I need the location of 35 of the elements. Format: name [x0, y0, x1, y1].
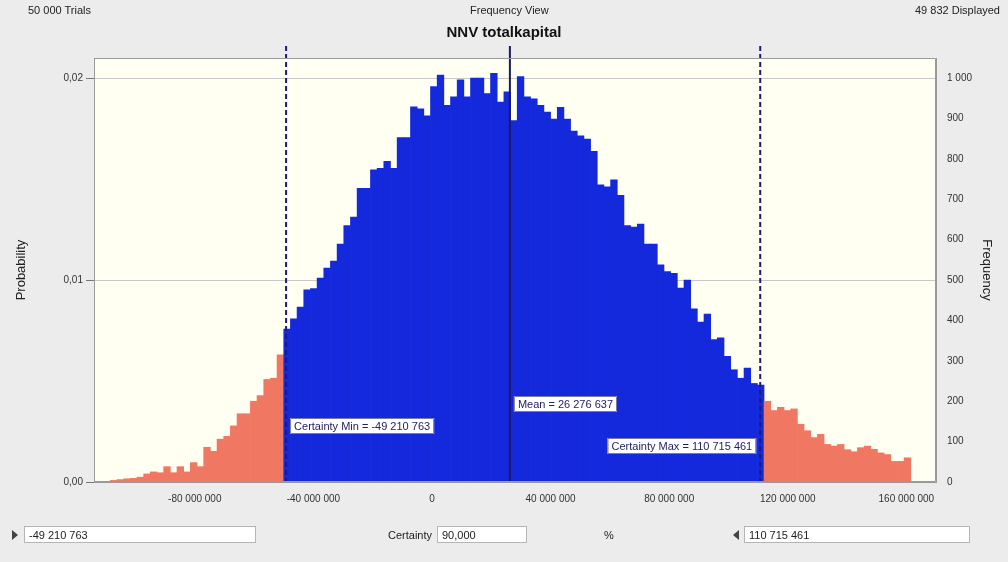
y2-tick-label: 300 [947, 354, 965, 366]
chart-title: NNV totalkapital [446, 23, 562, 41]
y2-tick-label: 1 000 [947, 71, 973, 83]
text: 50 000 Trials [28, 4, 91, 16]
y-tick-label: 0,01 [63, 273, 84, 285]
text: 110 715 461 [744, 526, 970, 543]
y2-tick-label: 0 [947, 475, 953, 487]
ref-line-label: Certainty Min = -49 210 763 [294, 420, 431, 433]
y-tick-label: 0,00 [63, 475, 84, 487]
x-tick-label: -80 000 000 [168, 492, 222, 504]
y2-tick-label: 800 [947, 152, 965, 164]
y2-tick-label: 200 [947, 394, 965, 406]
x-tick-label: 120 000 000 [759, 492, 816, 504]
text: 49 832 Displayed [914, 4, 1000, 16]
x-tick-label: -40 000 000 [286, 492, 341, 504]
y2-axis-title: Frequency [979, 239, 995, 302]
x-tick-label: 80 000 000 [644, 492, 695, 504]
x-tick-label: 160 000 000 [878, 492, 935, 504]
y-axis-title: Probability [13, 239, 29, 301]
ref-line-label: Certainty Max = 110 715 461 [611, 440, 753, 453]
x-tick-label: 40 000 000 [525, 492, 577, 504]
text: % [604, 529, 614, 541]
ref-line-label: Mean = 26 276 637 [517, 398, 613, 411]
x-tick-label: 0 [429, 492, 436, 504]
text: Frequency View [470, 4, 549, 16]
y2-tick-label: 700 [947, 193, 965, 205]
text: -49 210 763 [24, 526, 256, 543]
y2-tick-label: 500 [947, 273, 965, 285]
y-tick-label: 0,02 [63, 71, 84, 83]
y2-tick-label: 400 [947, 314, 965, 326]
text: Certainty [388, 529, 433, 541]
y2-tick-label: 600 [947, 233, 965, 245]
y2-tick-label: 100 [947, 435, 965, 447]
y2-tick-label: 900 [947, 112, 965, 124]
text: 90,000 [437, 526, 527, 543]
